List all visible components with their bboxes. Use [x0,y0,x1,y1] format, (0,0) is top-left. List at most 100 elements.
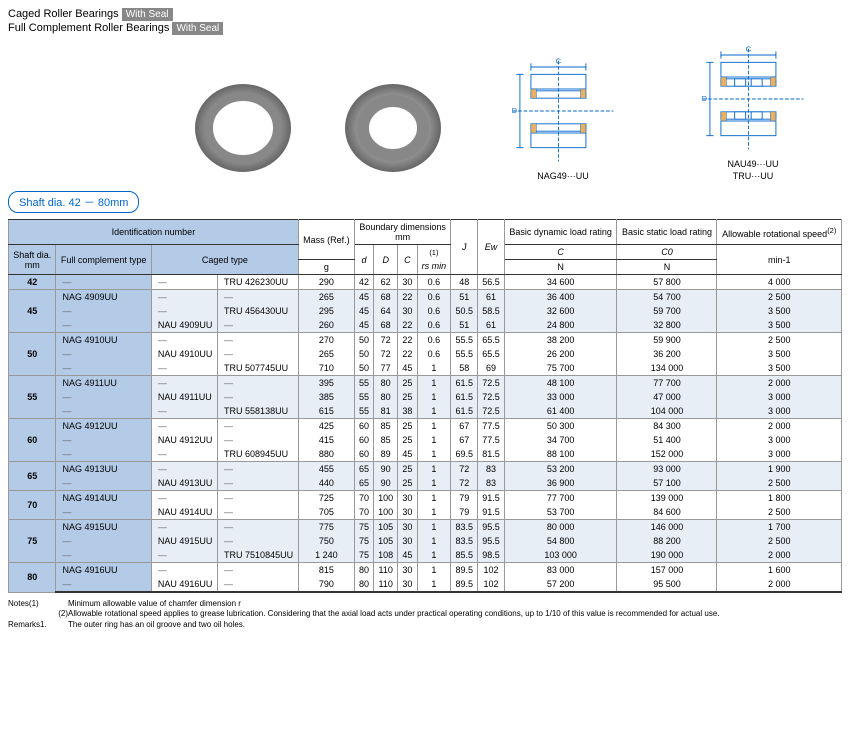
Dcol-cell: 72 [374,333,398,348]
ew-cell: 56.5 [478,275,505,290]
table-row: 55NAG 4911UU——395558025161.572.548 10077… [9,376,842,391]
j-cell: 61.5 [451,390,478,404]
j-cell: 72 [451,462,478,477]
shaft-range-badge: Shaft dia. 42 － 80mm [8,191,139,213]
tru-cell: TRU 456430UU [218,304,299,318]
j-cell: 48 [451,275,478,290]
j-cell: 79 [451,505,478,520]
shaft-dia-cell: 70 [9,491,56,520]
tru-cell: — [218,290,299,305]
Ccol-cell: 25 [398,419,417,434]
d-cell: 75 [354,548,373,563]
d-cell: 42 [354,275,373,290]
header-text-1: Caged Roller Bearings [8,8,119,20]
nau-cell: NAU 4910UU [151,347,217,361]
stat-cell: 84 300 [617,419,717,434]
d-cell: 45 [354,318,373,333]
Ccol-cell: 30 [398,563,417,578]
tru-cell: — [218,462,299,477]
header-line-2: Full Complement Roller Bearings With Sea… [8,22,842,34]
mass-cell: 415 [298,433,354,447]
ew-cell: 72.5 [478,376,505,391]
dyn-cell: 103 000 [504,548,617,563]
spd-cell: 4 000 [717,275,842,290]
rs-cell: 1 [417,447,451,462]
Dcol-cell: 68 [374,290,398,305]
mass-cell: 295 [298,304,354,318]
mass-cell: 270 [298,333,354,348]
Ccol-cell: 45 [398,548,417,563]
nau-cell: — [151,304,217,318]
nau-cell: NAU 4911UU [151,390,217,404]
dyn-cell: 48 100 [504,376,617,391]
rs-cell: 1 [417,520,451,535]
dyn-cell: 36 400 [504,290,617,305]
j-cell: 83.5 [451,520,478,535]
nag-cell: NAG 4912UU [56,419,151,434]
nag-cell: — [56,534,151,548]
nau-cell: — [151,563,217,578]
note1-label: Notes(1) [8,599,68,609]
Ccol-cell: 30 [398,275,417,290]
nau-cell: — [151,462,217,477]
Ccol-cell: 22 [398,333,417,348]
j-cell: 61.5 [451,404,478,419]
spd-cell: 2 500 [717,476,842,491]
nag-cell: NAG 4915UU [56,520,151,535]
tru-cell: — [218,534,299,548]
th-fullcomp: Full complement type [56,245,151,275]
rs-cell: 0.6 [417,304,451,318]
svg-text:C: C [746,44,752,53]
dyn-cell: 75 700 [504,361,617,376]
shaft-dia-cell: 45 [9,290,56,333]
Ccol-cell: 30 [398,577,417,592]
nau-cell: NAU 4912UU [151,433,217,447]
ew-cell: 58.5 [478,304,505,318]
nag-cell: NAG 4909UU [56,290,151,305]
nag-cell: — [56,476,151,491]
ew-cell: 77.5 [478,419,505,434]
d-cell: 50 [354,333,373,348]
dyn-cell: 61 400 [504,404,617,419]
spd-cell: 1 900 [717,462,842,477]
th-dcol: d [354,245,373,275]
stat-cell: 47 000 [617,390,717,404]
j-cell: 67 [451,419,478,434]
spd-cell: 3 000 [717,404,842,419]
Dcol-cell: 110 [374,563,398,578]
shaft-dia-cell: 60 [9,419,56,462]
table-row: ——TRU 7510845UU1 2407510845185.598.5103 … [9,548,842,563]
stat-cell: 51 400 [617,433,717,447]
cross-section-1: C D NAG49···UU [488,56,638,181]
rs-cell: 1 [417,433,451,447]
Dcol-cell: 108 [374,548,398,563]
table-row: 70NAG 4914UU——725701003017991.577 700139… [9,491,842,506]
th-speed: Allowable rotational speed(2) [717,220,842,245]
rs-cell: 0.6 [417,318,451,333]
nag-cell: — [56,318,151,333]
rs-cell: 1 [417,361,451,376]
th-ew: Ew [478,220,505,275]
dyn-cell: 77 700 [504,491,617,506]
ew-cell: 102 [478,563,505,578]
th-Ccol: C [398,245,417,275]
ew-cell: 72.5 [478,390,505,404]
mass-cell: 790 [298,577,354,592]
dyn-cell: 80 000 [504,520,617,535]
cs2-caption-a: NAU49···UU [678,159,828,169]
svg-text:D: D [512,106,517,115]
th-j: J [451,220,478,275]
th-stat: Basic static load rating [617,220,717,245]
Ccol-cell: 30 [398,520,417,535]
nau-cell: — [151,361,217,376]
bearing-image-2 [338,78,448,181]
tru-cell: TRU 507745UU [218,361,299,376]
th-shaft: Shaft dia.mm [9,245,56,275]
mass-cell: 265 [298,290,354,305]
tru-cell: — [218,563,299,578]
dyn-cell: 36 900 [504,476,617,491]
th-dynsym: C [504,245,617,260]
tru-cell: TRU 608945UU [218,447,299,462]
shaft-dia-cell: 75 [9,520,56,563]
Dcol-cell: 85 [374,419,398,434]
